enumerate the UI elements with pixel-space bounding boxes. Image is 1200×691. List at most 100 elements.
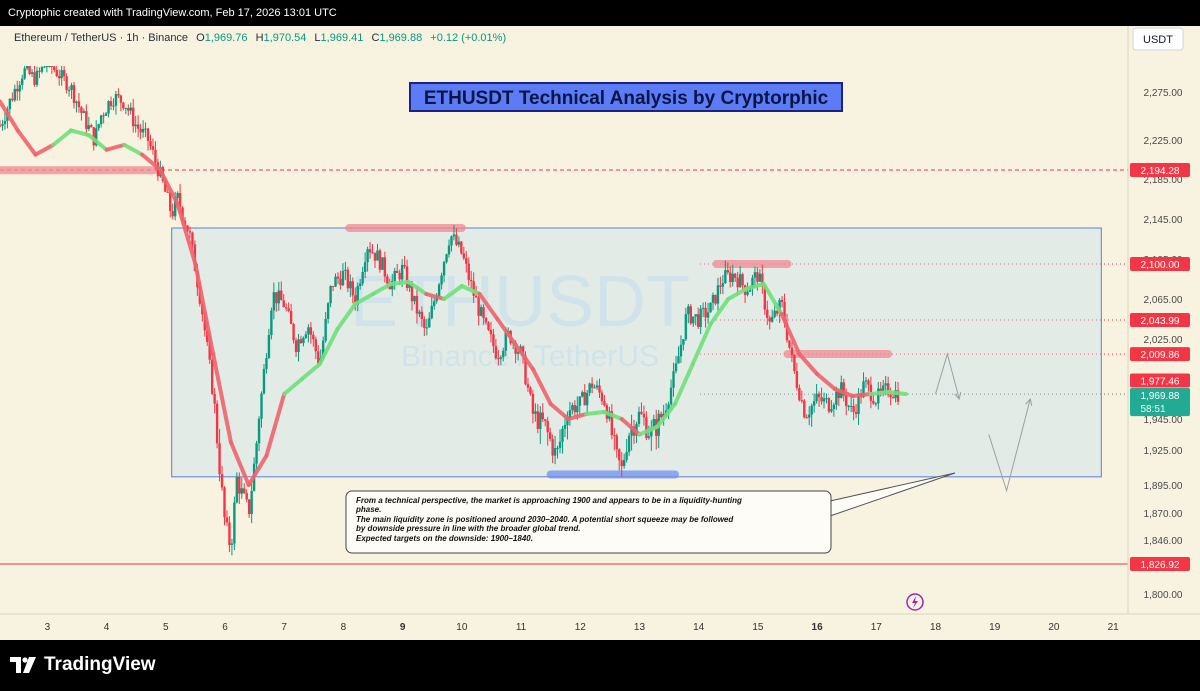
candle-body [235, 476, 239, 503]
chart-area[interactable]: ETHUSDT Binance / TetherUS From a techni… [0, 26, 1200, 640]
candle-body [450, 236, 453, 246]
candle-body [146, 128, 150, 142]
candle-body [309, 327, 313, 335]
candle-body [832, 404, 836, 409]
candle-body [889, 394, 892, 398]
candle-body [104, 113, 108, 116]
candle-body [349, 281, 352, 289]
candle-body [114, 94, 118, 106]
candle-body [544, 419, 547, 421]
time-tick-label: 11 [516, 622, 527, 633]
candle-body [820, 397, 823, 402]
candle-body [793, 354, 796, 372]
candle-body [524, 355, 527, 385]
candle-body [255, 443, 258, 464]
candle-body [92, 127, 95, 146]
candle-body [566, 419, 569, 426]
moving-average-segment [104, 142, 127, 152]
candle-body [766, 309, 769, 318]
price-tick-label: 2,025.00 [1144, 335, 1183, 346]
candle-body [571, 405, 574, 411]
candle-body [376, 250, 379, 261]
candle-body [576, 405, 579, 413]
candle-body [336, 276, 340, 279]
tradingview-logo-icon [10, 657, 36, 673]
candle-body [55, 70, 58, 77]
candle-body [499, 357, 503, 359]
candle-body [862, 381, 865, 398]
moving-average-segment [584, 410, 606, 416]
candle-body [561, 428, 564, 442]
candle-body [299, 339, 303, 344]
moving-average-segment [264, 392, 287, 458]
annotation-line: by downside pressure in line with the br… [356, 524, 580, 533]
price-tag-background [1130, 347, 1190, 362]
candle-body [428, 318, 431, 328]
price-tick-label: 1,945.00 [1144, 415, 1183, 426]
candle-body [731, 273, 734, 283]
candle-body [272, 292, 276, 311]
candle-body [457, 241, 461, 245]
candle-body [590, 383, 594, 388]
currency-button[interactable] [1132, 27, 1184, 51]
moving-average-segment [211, 352, 233, 445]
candle-body [72, 85, 76, 103]
time-tick-label: 13 [634, 622, 646, 633]
candle-body [208, 342, 211, 360]
candle-body [334, 276, 337, 287]
time-tick-label: 12 [575, 622, 587, 633]
candle-body [400, 264, 404, 280]
candle-body [842, 382, 845, 396]
candle-body [245, 493, 248, 500]
candle-body [642, 413, 646, 418]
price-tag-label: 2,043.99 [1141, 316, 1180, 327]
price-tick-label: 2,275.00 [1144, 88, 1183, 99]
candle-body [622, 459, 626, 467]
candle-body [312, 334, 315, 340]
candle-body [785, 322, 789, 341]
candle-body [812, 401, 816, 406]
candle-body [292, 324, 295, 341]
candle-body [620, 460, 623, 467]
candle-body [484, 318, 488, 323]
candle-body [8, 98, 12, 110]
candle-body [460, 241, 463, 254]
candle-body [716, 285, 720, 304]
candle-body [763, 286, 767, 310]
projection-arrow [935, 352, 960, 400]
time-tick-label: 18 [930, 622, 942, 633]
candle-body [351, 281, 354, 296]
moving-average-segment [690, 322, 713, 366]
candle-body [220, 474, 224, 488]
candle-body [178, 193, 182, 208]
candle-body [879, 388, 882, 391]
candle-body [891, 397, 895, 399]
candle-body [482, 307, 485, 319]
moving-average-segment [815, 372, 837, 391]
moving-average-segment [299, 362, 322, 381]
moving-average-segment [548, 402, 571, 421]
high-label: H [256, 32, 264, 44]
candle-body [90, 125, 93, 128]
candle-body [477, 297, 480, 316]
candle-body [403, 264, 406, 267]
candle-body [247, 499, 251, 514]
time-axis[interactable] [0, 615, 1200, 640]
candle-body [203, 314, 206, 331]
candle-body [864, 380, 868, 382]
candle-body [773, 310, 776, 317]
price-tick-label: 1,925.00 [1144, 446, 1183, 457]
candle-body [144, 128, 147, 130]
candle-body [578, 396, 581, 406]
candle-body [711, 294, 715, 303]
candle-body [692, 316, 695, 324]
tradingview-logo[interactable]: TradingView [10, 654, 156, 676]
time-tick-label: 15 [752, 622, 764, 633]
candle-body [534, 411, 537, 414]
candle-body [23, 68, 26, 79]
price-tag-background [1130, 557, 1190, 571]
candle-body [803, 400, 806, 418]
price-tag-label: 1,826.92 [1141, 560, 1180, 571]
candle-body [35, 70, 39, 85]
chart-svg[interactable]: ETHUSDT Binance / TetherUS From a techni… [0, 26, 1200, 640]
